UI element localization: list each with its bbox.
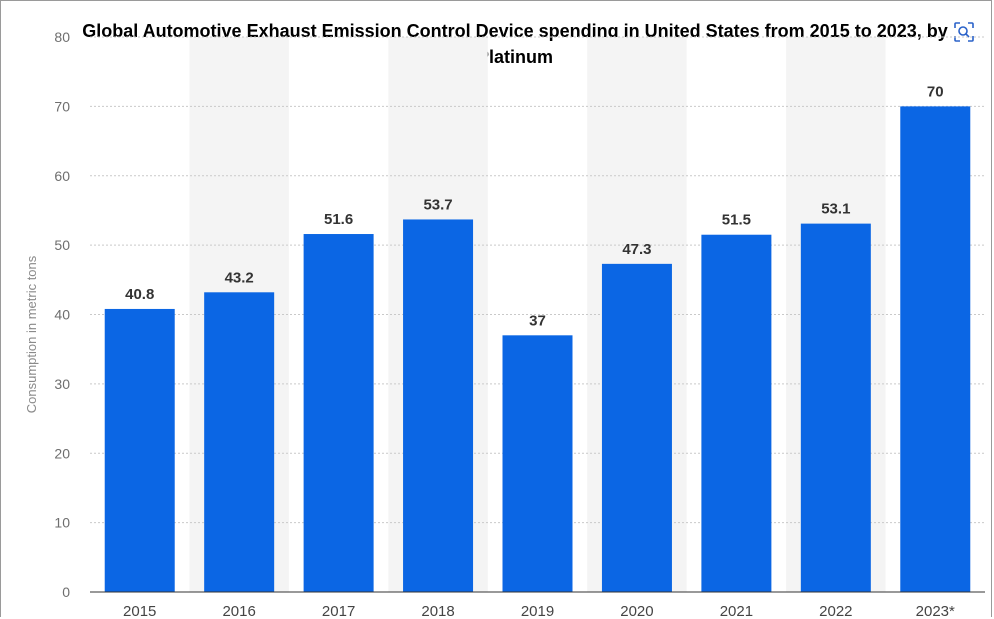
y-tick-label: 80 (54, 29, 70, 45)
y-axis-title: Consumption in metric tons (24, 255, 39, 413)
x-tick-label: 2020 (620, 603, 653, 619)
y-tick-label: 40 (54, 307, 70, 323)
bars (104, 106, 971, 593)
y-tick-label: 30 (54, 376, 70, 392)
x-tick-label: 2015 (123, 603, 156, 619)
bar[interactable] (303, 234, 374, 592)
data-label: 43.2 (225, 269, 254, 286)
x-tick-label: 2021 (720, 603, 753, 619)
bar[interactable] (701, 234, 772, 592)
x-axis-labels: 2015 2016 2017 2018 2019 2020 2021 2022 2023* (123, 603, 955, 619)
chart-title: Global Automotive Exhaust Emission Contr… (82, 21, 948, 67)
y-tick-label: 20 (54, 445, 70, 461)
x-tick-label: 2016 (222, 603, 255, 619)
y-tick-label: 60 (54, 168, 70, 184)
data-label: 51.5 (722, 212, 751, 229)
data-label: 47.3 (622, 241, 651, 258)
bar[interactable] (502, 335, 573, 592)
data-label: 53.7 (423, 196, 452, 213)
x-tick-label: 2022 (819, 603, 852, 619)
y-tick-label: 0 (62, 584, 70, 600)
bar[interactable] (403, 219, 474, 593)
x-tick-label: 2019 (521, 603, 554, 619)
bar[interactable] (601, 263, 672, 592)
data-label: 70 (927, 83, 944, 100)
x-tick-label: 2023* (916, 603, 955, 619)
y-tick-label: 70 (54, 98, 70, 114)
data-label: 53.1 (821, 201, 850, 218)
data-label: 37 (529, 312, 546, 329)
bar[interactable] (900, 106, 971, 592)
y-axis-ticks: 0 10 20 30 40 50 60 70 80 (54, 29, 70, 600)
y-tick-label: 10 (54, 515, 70, 531)
data-labels: 40.8 43.2 51.6 53.7 37 47.3 51.5 53.1 70 (125, 83, 944, 329)
data-label: 51.6 (324, 211, 353, 228)
bar[interactable] (104, 308, 175, 592)
bar[interactable] (800, 223, 871, 592)
image-search-icon[interactable] (952, 20, 976, 44)
x-tick-label: 2018 (421, 603, 454, 619)
y-tick-label: 50 (54, 237, 70, 253)
data-label: 40.8 (125, 286, 154, 303)
x-tick-label: 2017 (322, 603, 355, 619)
bar[interactable] (204, 292, 275, 592)
